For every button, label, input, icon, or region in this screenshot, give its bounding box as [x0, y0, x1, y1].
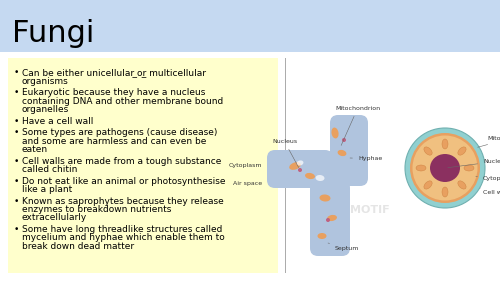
Text: •: • — [14, 157, 20, 166]
Ellipse shape — [342, 138, 346, 142]
Text: •: • — [14, 128, 20, 137]
FancyBboxPatch shape — [330, 115, 368, 186]
Text: Cell wall: Cell wall — [480, 188, 500, 195]
Text: •: • — [14, 88, 20, 97]
Ellipse shape — [412, 135, 478, 201]
Ellipse shape — [458, 147, 466, 155]
Ellipse shape — [327, 215, 337, 221]
Text: organelles: organelles — [22, 105, 69, 114]
Text: Can be either unicellular ̲or̲ multicellular: Can be either unicellular ̲or̲ multicell… — [22, 68, 206, 77]
Text: containing DNA and other membrane bound: containing DNA and other membrane bound — [22, 96, 223, 105]
Text: organisms: organisms — [22, 76, 69, 85]
Ellipse shape — [311, 158, 349, 198]
Text: Nucleus: Nucleus — [448, 159, 500, 168]
Text: mycelium and hyphae which enable them to: mycelium and hyphae which enable them to — [22, 234, 225, 243]
Text: eaten: eaten — [22, 145, 48, 154]
Text: Cytoplasm: Cytoplasm — [476, 176, 500, 181]
Ellipse shape — [296, 160, 304, 166]
Ellipse shape — [326, 218, 330, 222]
Ellipse shape — [424, 147, 432, 155]
Text: Some types are pathogens (cause disease): Some types are pathogens (cause disease) — [22, 128, 218, 137]
Ellipse shape — [338, 150, 346, 156]
Text: Mitochondrion: Mitochondrion — [478, 136, 500, 147]
Text: Eukaryotic because they have a nucleus: Eukaryotic because they have a nucleus — [22, 88, 206, 97]
FancyBboxPatch shape — [267, 150, 333, 188]
Text: and some are harmless and can even be: and some are harmless and can even be — [22, 137, 206, 146]
Text: like a plant: like a plant — [22, 185, 72, 194]
Text: enzymes to breakdown nutrients: enzymes to breakdown nutrients — [22, 205, 172, 214]
Text: Mitochondrion: Mitochondrion — [335, 106, 380, 146]
Ellipse shape — [405, 128, 485, 208]
Text: Cytoplasm: Cytoplasm — [228, 164, 262, 169]
Text: Fungi: Fungi — [12, 19, 94, 49]
Ellipse shape — [320, 194, 330, 201]
Text: •: • — [14, 176, 20, 185]
Text: Do not eat like an animal or photosynthesise: Do not eat like an animal or photosynthe… — [22, 176, 226, 185]
Text: Cell walls are made from a tough substance: Cell walls are made from a tough substan… — [22, 157, 222, 166]
Ellipse shape — [458, 181, 466, 189]
Text: Known as saprophytes because they release: Known as saprophytes because they releas… — [22, 196, 224, 205]
Ellipse shape — [316, 175, 324, 181]
Ellipse shape — [289, 162, 301, 170]
Text: Air space: Air space — [233, 180, 262, 185]
Ellipse shape — [410, 133, 480, 203]
Ellipse shape — [298, 168, 302, 172]
Ellipse shape — [318, 233, 326, 239]
Text: Have a cell wall: Have a cell wall — [22, 117, 94, 126]
Text: break down dead matter: break down dead matter — [22, 242, 134, 251]
Ellipse shape — [416, 165, 426, 171]
Text: Nucleus: Nucleus — [272, 139, 298, 167]
Text: Hyphae: Hyphae — [350, 156, 382, 161]
Ellipse shape — [430, 154, 460, 182]
Text: MOTIF: MOTIF — [350, 205, 390, 215]
Text: Some have long threadlike structures called: Some have long threadlike structures cal… — [22, 225, 222, 234]
Text: extracellularly: extracellularly — [22, 214, 88, 223]
Ellipse shape — [442, 139, 448, 149]
Text: Septum: Septum — [328, 243, 360, 251]
FancyBboxPatch shape — [0, 0, 500, 52]
Text: called chitin: called chitin — [22, 165, 78, 174]
Ellipse shape — [442, 187, 448, 197]
Text: •: • — [14, 117, 20, 126]
Text: •: • — [14, 68, 20, 77]
FancyBboxPatch shape — [310, 180, 350, 256]
FancyBboxPatch shape — [8, 58, 278, 273]
Text: •: • — [14, 196, 20, 205]
Ellipse shape — [424, 181, 432, 189]
Ellipse shape — [464, 165, 474, 171]
Ellipse shape — [305, 173, 315, 179]
Ellipse shape — [332, 128, 338, 139]
Text: •: • — [14, 225, 20, 234]
